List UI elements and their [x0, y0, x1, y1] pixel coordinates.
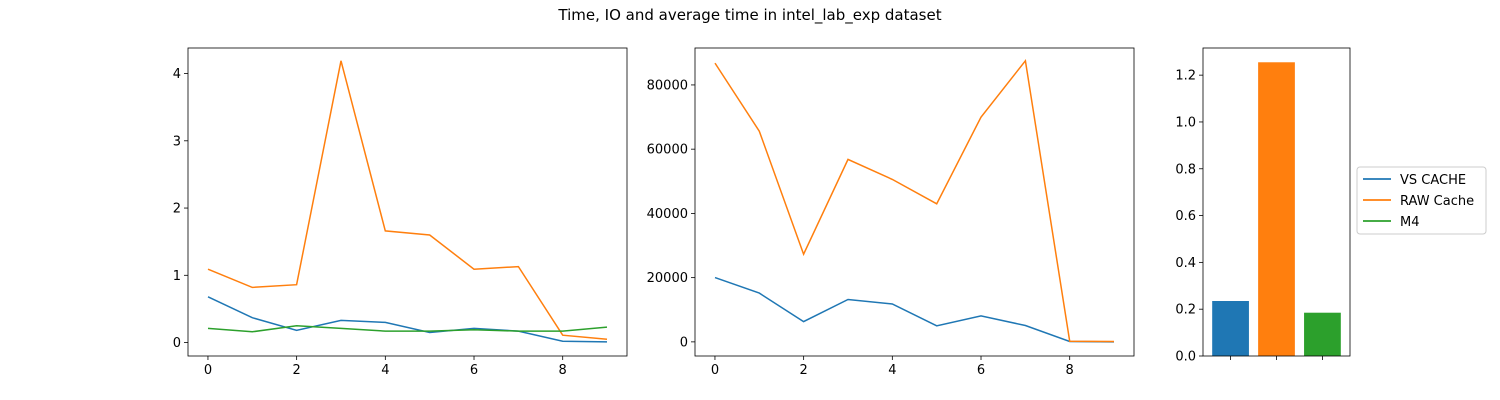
legend-label: VS CACHE [1400, 173, 1466, 188]
y-tick-label: 2 [173, 202, 181, 217]
x-tick-label: 8 [559, 363, 567, 378]
x-tick-label: 4 [381, 363, 389, 378]
legend: VS CACHE RAW Cache M4 [1356, 166, 1487, 235]
x-tick-label: 4 [888, 363, 896, 378]
bar-m4 [1304, 312, 1341, 356]
subplot-1: 0 2 4 6 8 0 1 2 3 4 [173, 47, 628, 378]
bar-vs-cache [1212, 301, 1249, 356]
y-tick-label: 80000 [647, 78, 688, 93]
subplot-3: 0.0 0.2 0.4 0.6 0.8 1.0 1.2 [1175, 47, 1351, 365]
legend-label: RAW Cache [1400, 194, 1474, 209]
x-tick-label: 0 [204, 363, 212, 378]
subplot-2: 0 2 4 6 8 0 20000 40000 60000 80000 [647, 47, 1135, 378]
y-tick-label: 1.0 [1175, 115, 1196, 130]
y-tick-label: 0 [173, 336, 181, 351]
bar-raw-cache [1258, 62, 1295, 356]
y-tick-label: 0 [680, 335, 688, 350]
series-line-m4 [207, 324, 608, 333]
x-tick-label: 2 [293, 363, 301, 378]
y-tick-label: 1 [173, 269, 181, 284]
legend-box [1356, 166, 1487, 235]
y-tick-label: 1.2 [1175, 69, 1196, 84]
y-tick-label: 4 [173, 67, 181, 82]
y-tick-label: 20000 [647, 271, 688, 286]
y-tick-label: 0.4 [1175, 256, 1196, 271]
y-tick-label: 0.2 [1175, 303, 1196, 318]
axes-frame [187, 47, 628, 357]
axes-frame [694, 47, 1135, 357]
series-line-vs-cache [207, 296, 608, 343]
x-tick-label: 2 [800, 363, 808, 378]
y-tick-label: 0.0 [1175, 350, 1196, 365]
x-tick-label: 8 [1066, 363, 1074, 378]
x-tick-label: 0 [711, 363, 719, 378]
y-tick-label: 40000 [647, 207, 688, 222]
x-tick-label: 6 [977, 363, 985, 378]
y-tick-label: 3 [173, 134, 181, 149]
y-tick-label: 60000 [647, 143, 688, 158]
series-line-raw-cache [714, 58, 1115, 343]
series-line-raw-cache [207, 60, 608, 340]
legend-label: M4 [1400, 215, 1420, 230]
y-tick-label: 0.6 [1175, 209, 1196, 224]
axes-frame [1202, 47, 1351, 357]
x-tick-label: 6 [470, 363, 478, 378]
series-line-vs-cache [714, 276, 1115, 343]
chart-title: Time, IO and average time in intel_lab_e… [557, 6, 941, 25]
y-tick-label: 0.8 [1175, 162, 1196, 177]
